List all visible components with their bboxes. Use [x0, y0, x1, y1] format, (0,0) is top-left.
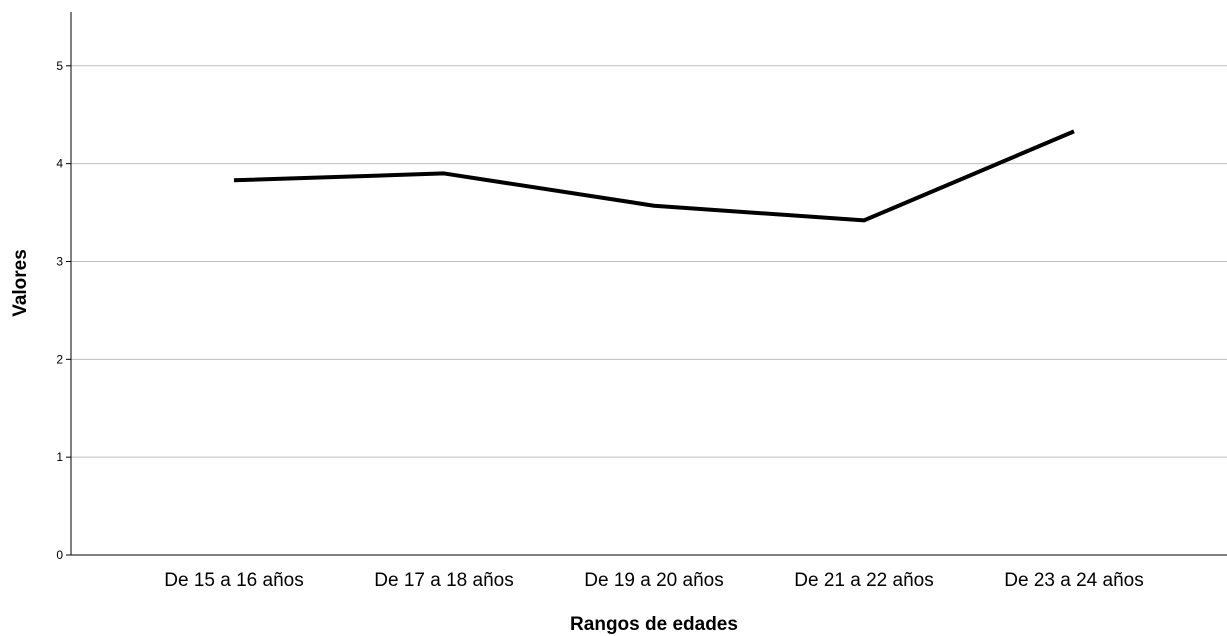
y-tick-label-4: 4 — [56, 157, 63, 171]
x-tick-label-3: De 21 a 22 años — [794, 570, 933, 591]
y-tick-label-0: 0 — [56, 548, 63, 562]
x-tick-label-1: De 17 a 18 años — [374, 570, 513, 591]
x-tick-label-0: De 15 a 16 años — [164, 570, 303, 591]
x-tick-label-4: De 23 a 24 años — [1004, 570, 1143, 591]
y-tick-label-2: 2 — [56, 352, 63, 366]
x-tick-labels: De 15 a 16 años De 17 a 18 años De 19 a 20… — [164, 570, 1143, 591]
y-axis-title: Valores — [10, 249, 31, 317]
series-group — [233, 129, 1075, 223]
x-tick-label-2: De 19 a 20 años — [584, 570, 723, 591]
y-tick-label-1: 1 — [56, 450, 63, 464]
y-tick-label-3: 3 — [56, 254, 63, 268]
x-axis-title: Rangos de edades — [570, 614, 738, 635]
gridlines — [66, 65, 1227, 556]
y-tick-labels: 0 1 2 3 4 5 — [56, 59, 63, 562]
y-tick-label-5: 5 — [56, 59, 63, 73]
axes — [70, 12, 1227, 556]
series-line-0 — [233, 129, 1075, 223]
